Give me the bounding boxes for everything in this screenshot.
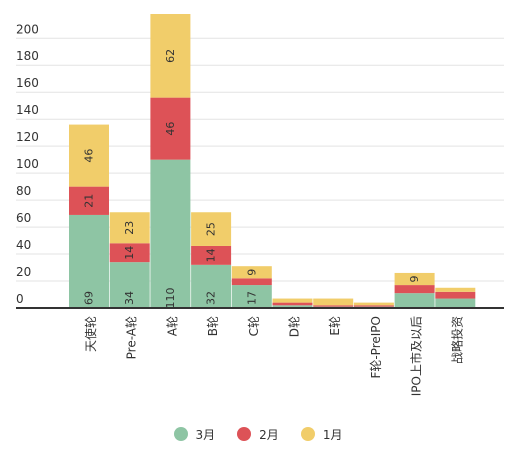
x-category-label: E轮 — [328, 316, 342, 336]
bar-segment — [109, 212, 150, 244]
stacked-bar-chart: 0 20 40 60 80 100 120 140 160 180 200 69 21 46 34 14 23… — [16, 14, 504, 396]
bar-segment — [313, 305, 354, 307]
bar-segment — [272, 298, 313, 303]
data-label: 69 — [83, 291, 96, 305]
bar-segment — [231, 285, 272, 308]
legend-label: 3月 — [195, 427, 216, 442]
legend-item[interactable]: 2月 — [237, 426, 279, 443]
bar-segment — [435, 287, 476, 292]
y-tick-label: 0 — [16, 292, 24, 306]
x-category-label: A轮 — [165, 316, 179, 336]
legend-item[interactable]: 3月 — [173, 426, 216, 443]
data-label: 17 — [245, 291, 258, 305]
bar-segment — [272, 302, 313, 306]
x-category-label: D轮 — [288, 316, 302, 337]
bar-segment — [191, 264, 232, 308]
y-tick-label: 20 — [16, 265, 31, 279]
y-tick-label: 140 — [16, 103, 39, 117]
data-label: 110 — [164, 288, 177, 309]
bar-segment — [353, 302, 394, 306]
bar-segment — [272, 305, 313, 308]
bar-segment — [191, 245, 232, 265]
x-category-label: 战略投资 — [449, 316, 464, 364]
y-tick-label: 100 — [16, 157, 39, 171]
data-label: 9 — [245, 269, 258, 276]
data-label: 62 — [164, 49, 177, 63]
y-tick-label: 160 — [16, 76, 39, 90]
legend-swatch — [300, 427, 315, 441]
legend-label: 1月 — [322, 427, 343, 442]
y-tick-label: 40 — [16, 238, 31, 252]
y-tick-label: 80 — [16, 184, 31, 198]
data-label: 46 — [83, 149, 96, 163]
bar-segment — [435, 291, 476, 299]
data-label: 23 — [123, 221, 136, 235]
x-axis-categories: 天使轮 Pre-A轮 A轮 B轮 C轮 D轮 E轮 F轮-PreIPO IPO上市及以后 战略投资 — [83, 316, 464, 396]
x-category-label: 天使轮 — [83, 316, 98, 352]
x-category-label: IPO上市及以后 — [409, 316, 424, 396]
data-label: 14 — [205, 248, 218, 262]
data-labels: 69 21 46 34 14 23 110 46 62 32 14 25 17 9 9 — [83, 49, 422, 309]
y-tick-label: 200 — [16, 22, 39, 36]
bar-segment — [435, 298, 476, 308]
bar-segment — [394, 293, 435, 308]
bar-segment — [109, 243, 150, 263]
bar-segment — [69, 124, 109, 187]
data-label: 14 — [123, 246, 136, 260]
data-label: 34 — [123, 291, 136, 305]
bar-segment — [69, 214, 109, 308]
bar-segment — [191, 212, 232, 246]
data-label: 25 — [205, 222, 218, 236]
x-category-label: Pre-A轮 — [125, 316, 139, 359]
bar-segment — [69, 186, 109, 215]
y-tick-label: 60 — [16, 211, 31, 225]
bar-segment — [394, 285, 435, 294]
bar-segment — [150, 14, 191, 98]
bar-segment — [150, 97, 191, 160]
legend-label: 2月 — [259, 427, 279, 442]
y-tick-label: 180 — [16, 49, 39, 63]
legend: 3月 2月 1月 — [0, 424, 516, 444]
x-category-label: B轮 — [206, 316, 220, 336]
bar-segment — [150, 159, 191, 308]
bar-segment — [109, 262, 150, 308]
bar-segment — [231, 278, 272, 286]
y-tick-label: 120 — [16, 130, 39, 144]
legend-swatch — [237, 427, 252, 441]
data-label: 46 — [164, 122, 177, 136]
data-label: 21 — [83, 194, 96, 208]
bar-segment — [231, 266, 272, 279]
data-label: 32 — [205, 291, 218, 305]
bars — [69, 14, 476, 308]
data-label: 9 — [408, 276, 421, 283]
legend-item[interactable]: 1月 — [300, 426, 343, 443]
x-category-label: C轮 — [247, 316, 261, 336]
y-axis-ticks: 0 20 40 60 80 100 120 140 160 180 200 — [16, 22, 39, 306]
bar-segment — [394, 272, 435, 286]
legend-swatch — [173, 427, 188, 441]
bar-segment — [353, 305, 394, 307]
x-category-label: F轮-PreIPO — [369, 316, 383, 379]
bar-segment — [313, 298, 354, 306]
